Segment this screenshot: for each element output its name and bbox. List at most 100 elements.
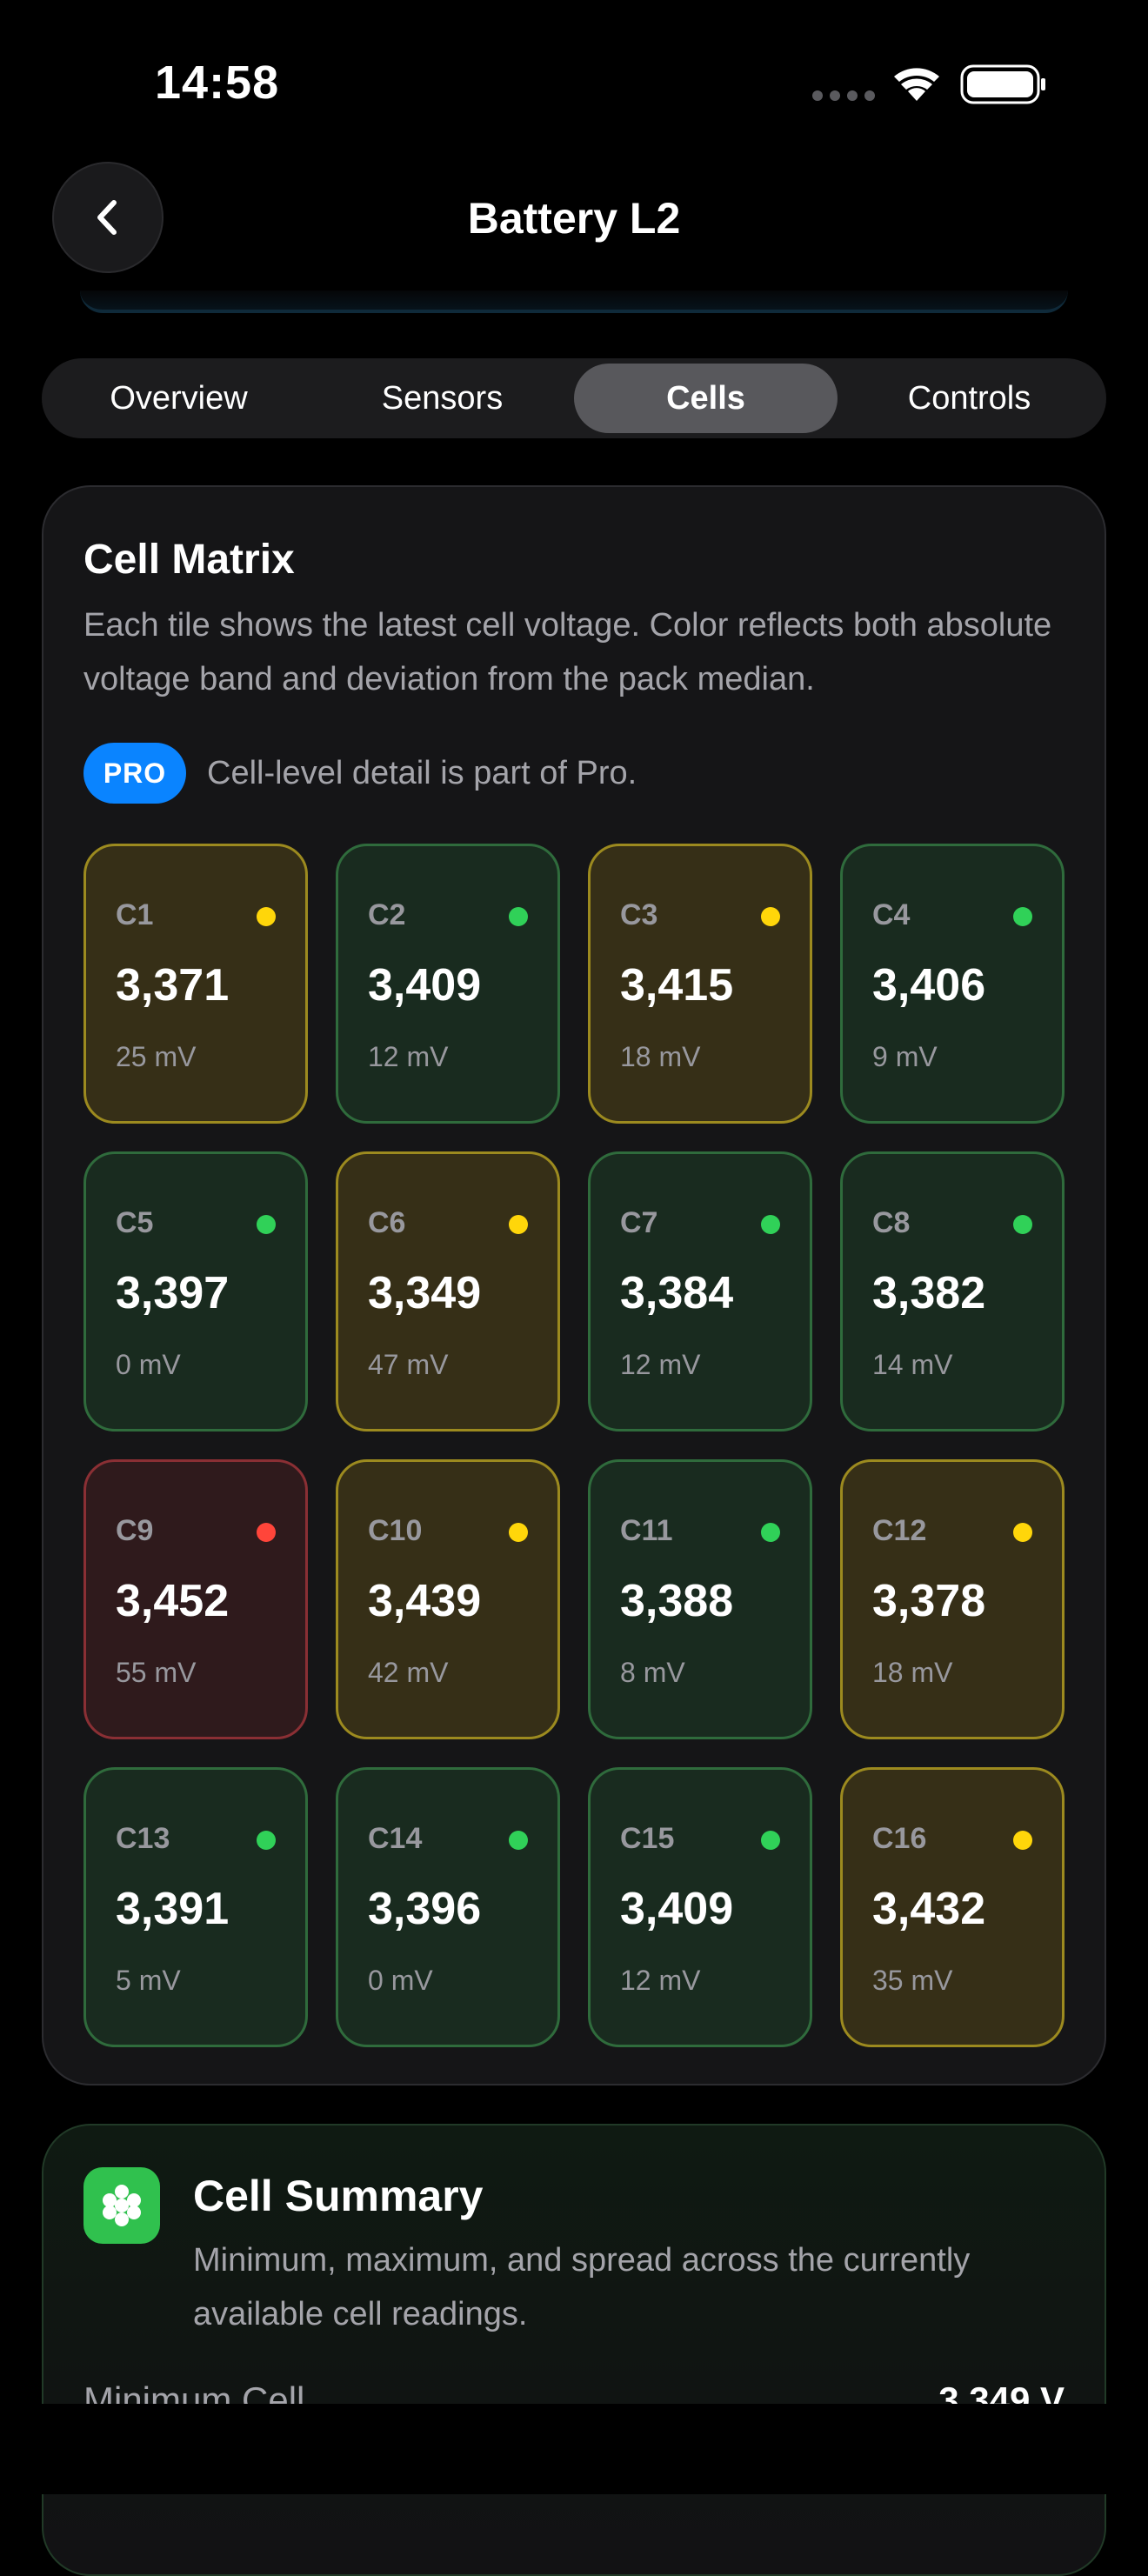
cell-tile-c12[interactable]: C12 3,378 18 mV — [840, 1459, 1065, 1739]
tab-cells[interactable]: Cells — [574, 364, 838, 433]
cell-id: C14 — [368, 1822, 423, 1855]
cell-tile-c1[interactable]: C1 3,371 25 mV — [83, 844, 308, 1124]
status-dot-green — [257, 1215, 276, 1234]
cell-deviation: 9 mV — [872, 1041, 938, 1072]
cell-tile-c13[interactable]: C13 3,391 5 mV — [83, 1767, 308, 2047]
status-dot-green — [257, 1831, 276, 1850]
cell-id: C2 — [368, 898, 406, 931]
status-dot-green — [509, 1831, 528, 1850]
cell-id: C8 — [872, 1206, 911, 1239]
cell-tile-c4[interactable]: C4 3,406 9 mV — [840, 844, 1065, 1124]
cell-deviation: 12 mV — [620, 1349, 701, 1380]
cell-voltage: 3,378 — [872, 1576, 986, 1626]
cell-matrix-description: Each tile shows the latest cell voltage.… — [83, 607, 1052, 697]
cell-id: C15 — [620, 1822, 675, 1855]
cell-voltage: 3,371 — [116, 960, 230, 1011]
bottom-mask — [0, 2404, 1148, 2494]
cell-voltage: 3,406 — [872, 960, 986, 1011]
tab-sensors[interactable]: Sensors — [381, 379, 504, 417]
cell-matrix-title: Cell Matrix — [83, 537, 295, 583]
pro-notice-text: Cell-level detail is part of Pro. — [207, 754, 637, 791]
cell-id: C11 — [620, 1514, 673, 1547]
status-dot-yellow — [1013, 1523, 1032, 1542]
cell-tile-c6[interactable]: C6 3,349 47 mV — [336, 1151, 560, 1431]
cell-id: C6 — [368, 1206, 406, 1239]
cell-deviation: 25 mV — [116, 1041, 197, 1072]
battery-icon — [960, 64, 1045, 104]
cell-summary-description: Minimum, maximum, and spread across the … — [193, 2242, 971, 2332]
chevron-left-icon — [97, 200, 117, 235]
status-icons — [812, 63, 1047, 106]
cell-voltage: 3,388 — [620, 1576, 734, 1626]
cell-deviation: 47 mV — [368, 1349, 449, 1380]
cell-grid: C1 3,371 25 mV C2 3,409 12 mV C3 3,415 18 mV C4 3,… — [83, 844, 1065, 2047]
collapsed-header-edge — [80, 290, 1068, 313]
cell-deviation: 5 mV — [116, 1965, 181, 1996]
tab-overview[interactable]: Overview — [110, 379, 248, 417]
cell-deviation: 18 mV — [872, 1657, 953, 1688]
cell-voltage: 3,432 — [872, 1884, 986, 1934]
back-button[interactable] — [52, 162, 164, 273]
wifi-icon — [894, 68, 939, 101]
cell-id: C1 — [116, 898, 154, 931]
cell-voltage: 3,439 — [368, 1576, 482, 1626]
cell-summary-card: Cell Summary Minimum, maximum, and sprea… — [42, 2124, 1106, 2576]
cell-deviation: 0 mV — [116, 1349, 181, 1380]
status-dot-yellow — [509, 1523, 528, 1542]
status-dot-green — [761, 1523, 780, 1542]
cell-tile-c9[interactable]: C9 3,452 55 mV — [83, 1459, 308, 1739]
page-title: Battery L2 — [467, 194, 681, 243]
cell-deviation: 12 mV — [368, 1041, 449, 1072]
status-dot-green — [1013, 1215, 1032, 1234]
cell-id: C7 — [620, 1206, 658, 1239]
cell-summary-title: Cell Summary — [193, 2172, 484, 2220]
cell-voltage: 3,415 — [620, 960, 734, 1011]
cell-tile-c2[interactable]: C2 3,409 12 mV — [336, 844, 560, 1124]
cell-voltage: 3,391 — [116, 1884, 230, 1934]
cell-id: C12 — [872, 1514, 927, 1547]
cell-voltage: 3,397 — [116, 1268, 230, 1318]
cell-tile-c5[interactable]: C5 3,397 0 mV — [83, 1151, 308, 1431]
segmented-tabs: Overview Sensors Cells Controls — [42, 358, 1106, 438]
cell-id: C10 — [368, 1514, 423, 1547]
status-dot-yellow — [761, 907, 780, 926]
status-dot-yellow — [509, 1215, 528, 1234]
cell-voltage: 3,349 — [368, 1268, 482, 1318]
cell-matrix-card: Cell Matrix Each tile shows the latest c… — [42, 485, 1106, 2085]
status-dot-green — [1013, 907, 1032, 926]
cell-voltage: 3,384 — [620, 1268, 734, 1318]
cell-id: C16 — [872, 1822, 927, 1855]
pro-notice: PRO Cell-level detail is part of Pro. — [83, 743, 637, 804]
cell-id: C9 — [116, 1514, 154, 1547]
status-dot-yellow — [1013, 1831, 1032, 1850]
cell-deviation: 0 mV — [368, 1965, 433, 1996]
status-dot-red — [257, 1523, 276, 1542]
cell-tile-c16[interactable]: C16 3,432 35 mV — [840, 1767, 1065, 2047]
cell-id: C3 — [620, 898, 658, 931]
tab-controls[interactable]: Controls — [907, 379, 1031, 417]
cell-tile-c10[interactable]: C10 3,439 42 mV — [336, 1459, 560, 1739]
status-dot-green — [509, 907, 528, 926]
cell-deviation: 12 mV — [620, 1965, 701, 1996]
cell-voltage: 3,396 — [368, 1884, 482, 1934]
status-dot-green — [761, 1215, 780, 1234]
cell-voltage: 3,452 — [116, 1576, 230, 1626]
cell-deviation: 8 mV — [620, 1657, 685, 1688]
cell-id: C13 — [116, 1822, 170, 1855]
cell-deviation: 55 mV — [116, 1657, 197, 1688]
status-time: 14:58 — [155, 57, 280, 109]
cell-tile-c7[interactable]: C7 3,384 12 mV — [588, 1151, 812, 1431]
cells-cluster-icon — [83, 2167, 160, 2244]
cell-tile-c8[interactable]: C8 3,382 14 mV — [840, 1151, 1065, 1431]
cell-id: C4 — [872, 898, 911, 931]
cell-tile-c14[interactable]: C14 3,396 0 mV — [336, 1767, 560, 2047]
cell-tile-c11[interactable]: C11 3,388 8 mV — [588, 1459, 812, 1739]
pro-badge[interactable]: PRO — [83, 743, 186, 804]
cellular-signal-icon — [812, 90, 875, 101]
cell-voltage: 3,409 — [368, 960, 482, 1011]
cell-tile-c3[interactable]: C3 3,415 18 mV — [588, 844, 812, 1124]
status-dot-green — [761, 1831, 780, 1850]
cell-tile-c15[interactable]: C15 3,409 12 mV — [588, 1767, 812, 2047]
cell-deviation: 18 mV — [620, 1041, 701, 1072]
cell-voltage: 3,409 — [620, 1884, 734, 1934]
